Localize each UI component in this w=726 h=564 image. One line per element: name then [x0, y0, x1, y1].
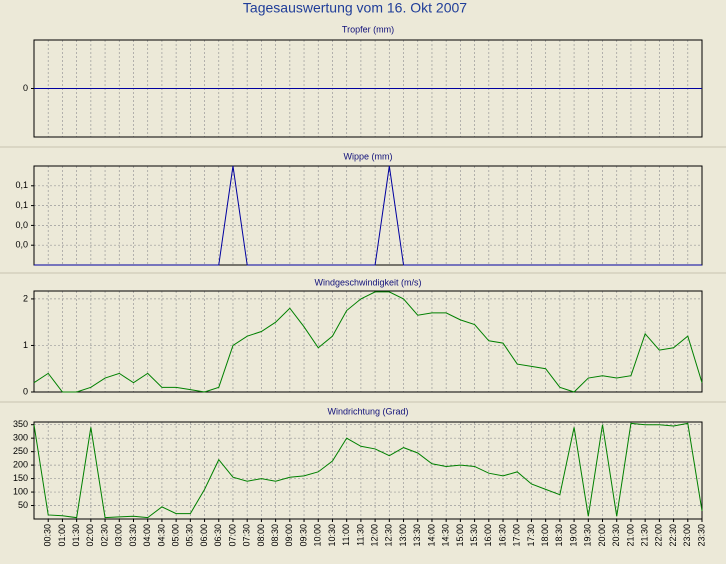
x-tick-label: 20:00 — [597, 524, 607, 547]
y-tick-label: 50 — [18, 500, 28, 510]
x-tick-label: 17:30 — [526, 524, 536, 547]
x-tick-label: 23:30 — [696, 524, 706, 547]
x-tick-label: 22:00 — [654, 524, 664, 547]
x-tick-label: 19:00 — [568, 524, 578, 547]
x-tick-label: 15:30 — [469, 524, 479, 547]
x-tick-label: 12:30 — [384, 524, 394, 547]
x-tick-label: 10:00 — [313, 524, 323, 547]
plot-frame — [33, 421, 703, 520]
x-tick-label: 14:00 — [426, 524, 436, 547]
x-tick-label: 15:00 — [455, 524, 465, 547]
x-tick-label: 07:00 — [227, 524, 237, 547]
y-tick-label: 0,0 — [15, 220, 28, 230]
page-title: Tagesauswertung vom 16. Okt 2007 — [243, 0, 467, 16]
panel-title: Windgeschwindigkeit (m/s) — [314, 277, 421, 287]
panel-title: Tropfer (mm) — [342, 24, 394, 34]
panel-title: Wippe (mm) — [344, 151, 393, 161]
plot-frame — [33, 290, 703, 393]
x-tick-label: 23:00 — [682, 524, 692, 547]
x-tick-label: 01:30 — [71, 524, 81, 547]
x-tick-label: 03:00 — [114, 524, 124, 547]
x-tick-label: 10:30 — [327, 524, 337, 547]
x-tick-label: 17:00 — [512, 524, 522, 547]
x-tick-label: 19:30 — [583, 524, 593, 547]
panel-title: Windrichtung (Grad) — [327, 406, 408, 416]
x-tick-label: 16:00 — [483, 524, 493, 547]
y-tick-label: 2 — [23, 293, 28, 303]
x-tick-label: 08:00 — [256, 524, 266, 547]
y-tick-label: 200 — [13, 459, 28, 469]
x-tick-label: 18:00 — [540, 524, 550, 547]
plot-frame — [33, 165, 703, 266]
x-tick-label: 04:30 — [156, 524, 166, 547]
x-tick-label: 21:30 — [640, 524, 650, 547]
x-tick-label: 05:00 — [171, 524, 181, 547]
y-tick-label: 100 — [13, 486, 28, 496]
y-tick-label: 0,0 — [15, 240, 28, 250]
x-tick-label: 11:00 — [341, 524, 351, 546]
x-tick-label: 09:30 — [298, 524, 308, 547]
x-tick-label: 03:30 — [128, 524, 138, 547]
x-tick-label: 04:00 — [142, 524, 152, 547]
x-tick-label: 02:30 — [99, 524, 109, 547]
y-tick-label: 150 — [13, 473, 28, 483]
y-tick-label: 0,1 — [15, 180, 28, 190]
y-tick-label: 250 — [13, 446, 28, 456]
x-tick-label: 11:30 — [355, 524, 365, 546]
y-tick-label: 0,1 — [15, 200, 28, 210]
x-tick-label: 08:30 — [270, 524, 280, 547]
x-tick-label: 01:00 — [57, 524, 67, 547]
x-tick-label: 16:30 — [497, 524, 507, 547]
x-tick-label: 06:30 — [213, 524, 223, 547]
y-tick-label: 300 — [13, 433, 28, 443]
x-tick-label: 18:30 — [554, 524, 564, 547]
y-tick-label: 1 — [23, 340, 28, 350]
y-tick-label: 0 — [23, 386, 28, 396]
x-tick-label: 06:00 — [199, 524, 209, 547]
x-tick-label: 05:30 — [185, 524, 195, 547]
x-tick-label: 22:30 — [668, 524, 678, 547]
x-tick-label: 20:30 — [611, 524, 621, 547]
series-line — [33, 422, 703, 519]
x-tick-label: 13:00 — [398, 524, 408, 547]
x-tick-label: 21:00 — [625, 524, 635, 547]
series-line — [34, 165, 702, 266]
x-tick-label: 07:30 — [242, 524, 252, 547]
y-tick-label: 0 — [23, 83, 28, 93]
x-tick-label: 02:00 — [85, 524, 95, 547]
x-tick-label: 14:30 — [441, 524, 451, 547]
y-tick-label: 350 — [13, 419, 28, 429]
x-tick-label: 12:00 — [369, 524, 379, 547]
x-tick-label: 09:00 — [284, 524, 294, 547]
x-tick-label: 13:30 — [412, 524, 422, 547]
series-line — [33, 291, 703, 393]
x-tick-label: 00:30 — [43, 524, 53, 547]
